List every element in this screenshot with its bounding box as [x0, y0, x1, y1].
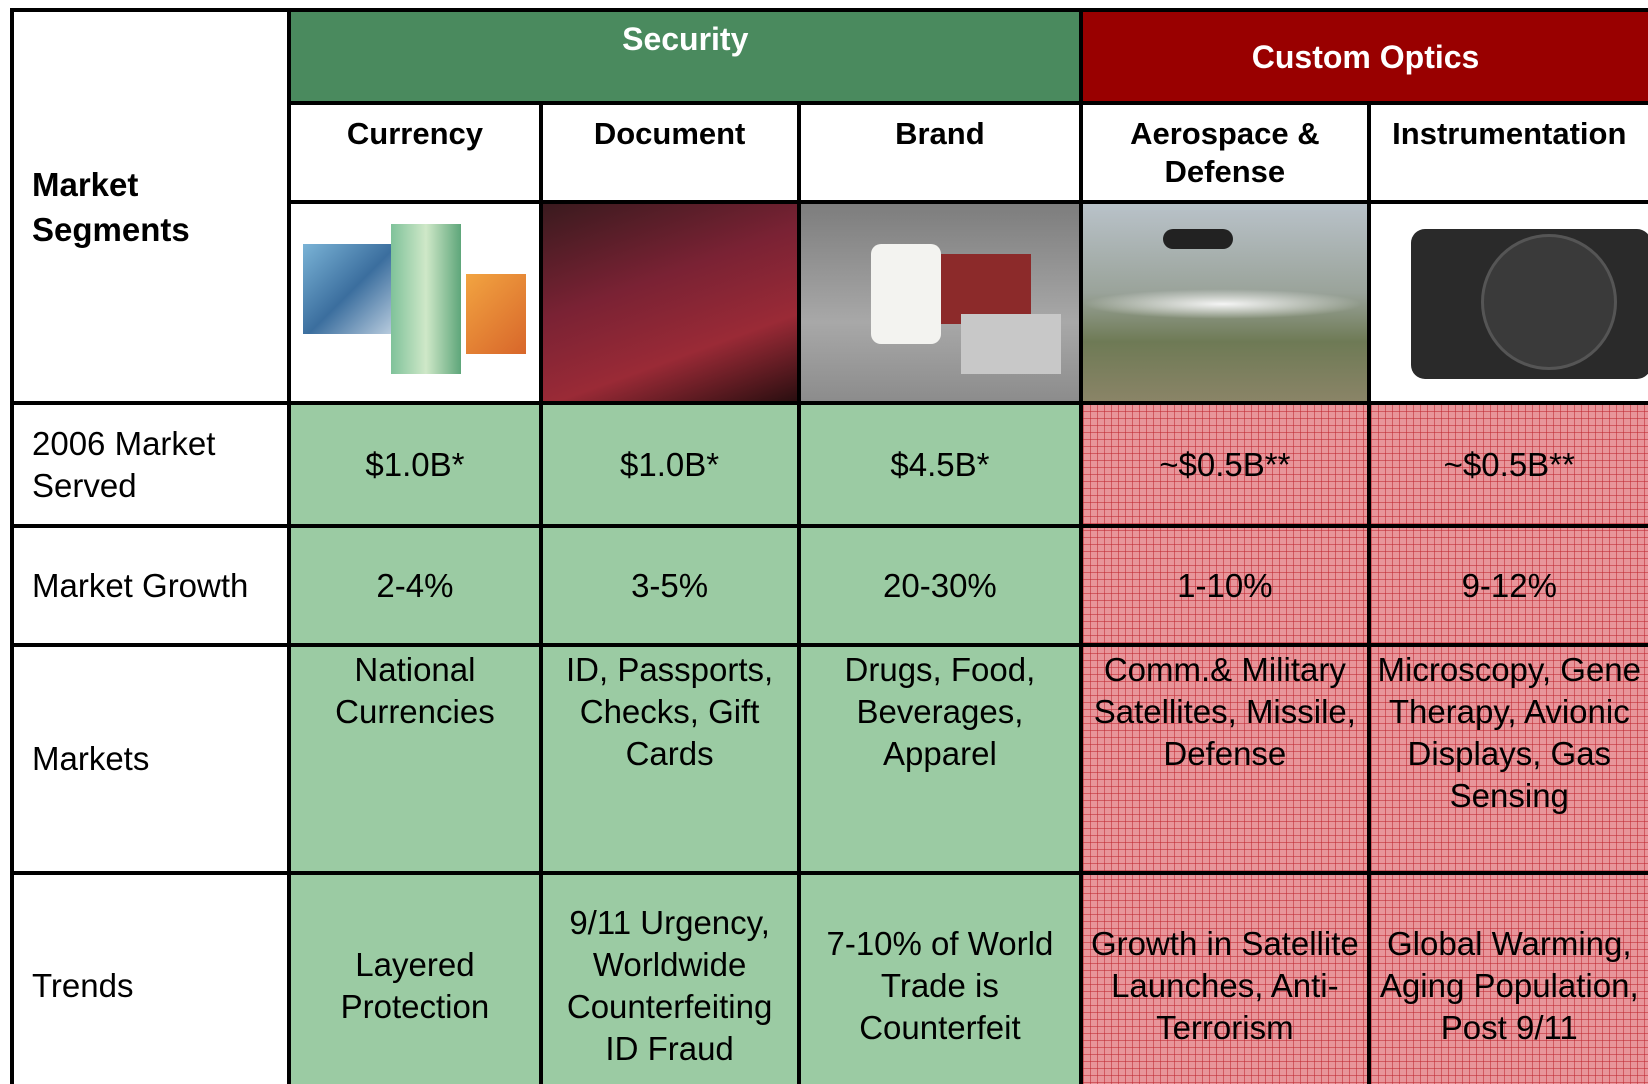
- data-cell: Layered Protection: [287, 871, 543, 1084]
- row-label: Trends: [10, 871, 292, 1084]
- segment-header: Instrumentation: [1366, 101, 1648, 204]
- data-cell: Microscopy, Gene Therapy, Avionic Displa…: [1366, 643, 1648, 875]
- data-cell: 7-10% of World Trade is Counterfeit: [796, 871, 1084, 1084]
- data-cell: $4.5B*: [796, 401, 1084, 528]
- data-cell: Global Warming, Aging Population, Post 9…: [1366, 871, 1648, 1084]
- data-cell: $1.0B*: [538, 401, 801, 528]
- table-row: Markets National Currencies ID, Passports,…: [10, 643, 1648, 875]
- data-cell: ID, Passports, Checks, Gift Cards: [538, 643, 801, 875]
- data-cell: 2-4%: [287, 524, 543, 647]
- group-header: Security: [287, 8, 1084, 105]
- table-frame: Market Segments Security Custom Optics Curr…: [10, 8, 1648, 1084]
- segment-image: [796, 200, 1084, 405]
- segment-image: [287, 200, 543, 405]
- segment-header: Currency: [287, 101, 543, 204]
- segment-image: [538, 200, 801, 405]
- row-label: Market Growth: [10, 524, 292, 647]
- data-cell: ~$0.5B**: [1079, 401, 1371, 528]
- data-cell: 9/11 Urgency, Worldwide Counterfeiting I…: [538, 871, 801, 1084]
- image: [542, 204, 797, 401]
- data-cell: $1.0B*: [287, 401, 543, 528]
- segment-image: [1079, 200, 1371, 405]
- data-cell: Comm.& Military Satellites, Missile, Def…: [1079, 643, 1371, 875]
- image: [1370, 204, 1648, 401]
- data-cell: 1-10%: [1079, 524, 1371, 647]
- corner-header: Market Segments: [10, 8, 292, 405]
- image: [1083, 204, 1367, 401]
- segment-header: Document: [538, 101, 801, 204]
- table-row: [12, 200, 1648, 405]
- image: [800, 204, 1080, 401]
- row-label: 2006 Market Served: [10, 401, 292, 528]
- row-label: Markets: [10, 643, 292, 875]
- segment-image: [1366, 200, 1648, 405]
- image: [291, 204, 539, 401]
- data-cell: Drugs, Food, Beverages, Apparel: [796, 643, 1084, 875]
- segment-header: Brand: [796, 101, 1084, 204]
- table-row: Currency Document Brand Aerospace & Defense…: [12, 101, 1648, 204]
- data-cell: National Currencies: [287, 643, 543, 875]
- table-row: Market Segments Security Custom Optics: [10, 8, 1648, 405]
- data-cell: 3-5%: [538, 524, 801, 647]
- table-row: 2006 Market Served $1.0B* $1.0B* $4.5B* ~$0.…: [10, 401, 1648, 528]
- data-cell: ~$0.5B**: [1366, 401, 1648, 528]
- data-cell: 20-30%: [796, 524, 1084, 647]
- data-cell: 9-12%: [1366, 524, 1648, 647]
- table-row: Market Growth 2-4% 3-5% 20-30% 1-10% 9-12%: [10, 524, 1648, 647]
- data-cell: Growth in Satellite Launches, Anti-Terro…: [1079, 871, 1371, 1084]
- group-header: Custom Optics: [1079, 8, 1648, 105]
- segment-header: Aerospace & Defense: [1079, 101, 1371, 204]
- table-row: Trends Layered Protection 9/11 Urgency, Wo…: [10, 871, 1648, 1084]
- market-table: Market Segments Security Custom Optics Curr…: [10, 8, 1648, 1084]
